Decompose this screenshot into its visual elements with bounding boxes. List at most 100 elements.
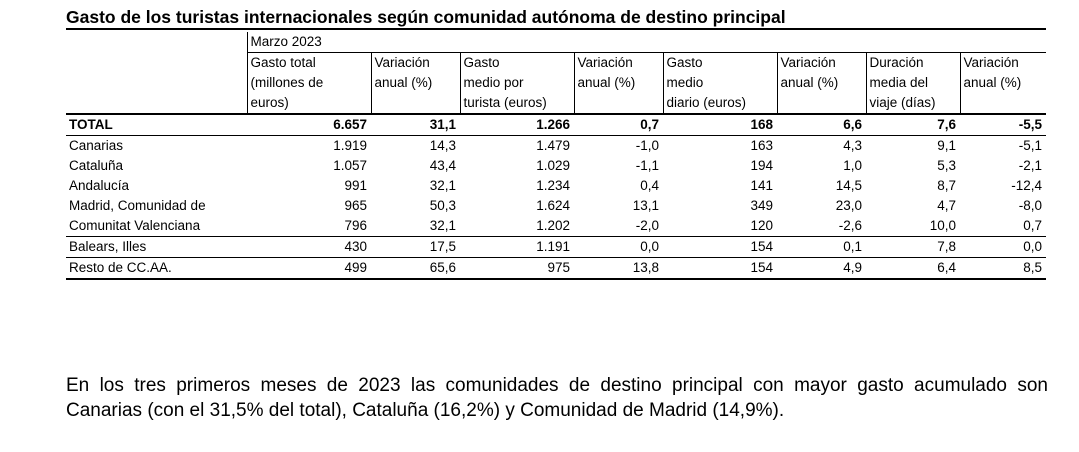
cell-gasto-medio-turista: 975 bbox=[460, 257, 574, 280]
cell-variacion: 31,1 bbox=[371, 114, 460, 136]
cell-variacion: -5,1 bbox=[1018, 138, 1043, 153]
cell-variacion: -2,0 bbox=[574, 216, 663, 237]
cell-variacion: 65,6 bbox=[371, 257, 460, 280]
header-variacion-4: Variación bbox=[959, 52, 1047, 73]
cell-gasto-medio-diario: 163 bbox=[750, 138, 773, 153]
cell-variacion: 50,3 bbox=[429, 198, 456, 213]
period-row: Marzo 2023 bbox=[66, 32, 1047, 53]
header-row-2: (millones de anual (%) medio por anual (… bbox=[66, 73, 1047, 93]
header-gasto-medio-turista: turista (euros) bbox=[459, 93, 574, 115]
header-gasto-medio-turista: medio por bbox=[459, 73, 574, 93]
header-gasto-total: (millones de bbox=[246, 73, 371, 93]
row-label: Comunitat Valenciana bbox=[66, 216, 247, 237]
header-variacion-1 bbox=[370, 93, 460, 115]
cell-variacion: 8,5 bbox=[960, 257, 1047, 280]
cell-variacion: 32,1 bbox=[371, 216, 460, 237]
cell-gasto-medio-diario: 168 bbox=[663, 114, 777, 136]
cell-variacion: 0,4 bbox=[640, 178, 659, 193]
cell-gasto-total: 6.657 bbox=[247, 114, 371, 136]
cell-variacion: 32,1 bbox=[429, 178, 456, 193]
cell-variacion: 13,1 bbox=[632, 198, 659, 213]
cell-variacion: 0,0 bbox=[574, 236, 663, 258]
cell-duracion: 4,7 bbox=[937, 198, 956, 213]
header-gasto-medio-diario: diario (euros) bbox=[662, 93, 777, 115]
table-row-total: TOTAL 6.657 31,1 1.266 0,7 168 6,6 7,6 -… bbox=[66, 113, 1047, 136]
cell-duracion: 6,4 bbox=[866, 257, 960, 280]
cell-variacion: 0,7 bbox=[574, 114, 663, 136]
cell-variacion: 1,0 bbox=[843, 158, 862, 173]
cell-duracion: 7,6 bbox=[866, 114, 960, 136]
header-gasto-medio-diario: Gasto bbox=[662, 52, 777, 73]
row-label: Resto de CC.AA. bbox=[66, 257, 247, 280]
cell-gasto-total: 965 bbox=[344, 198, 367, 213]
cell-variacion: -2,1 bbox=[1018, 158, 1043, 173]
cell-duracion: 9,1 bbox=[937, 138, 956, 153]
cell-gasto-medio-diario: 120 bbox=[663, 216, 777, 237]
cell-gasto-total: 430 bbox=[247, 236, 371, 258]
header-variacion-2 bbox=[573, 93, 663, 115]
cell-gasto-medio-turista: 1.479 bbox=[536, 138, 570, 153]
cell-variacion: -2,6 bbox=[777, 216, 866, 237]
cell-variacion: 0,0 bbox=[960, 236, 1047, 258]
header-variacion-2: Variación bbox=[573, 52, 663, 73]
header-gasto-total: euros) bbox=[246, 93, 371, 115]
header-gasto-medio-turista: Gasto bbox=[459, 52, 574, 73]
cell-variacion: 43,4 bbox=[429, 158, 456, 173]
table-row: Canarias 1.919 14,3 1.479 -1,0 163 4,3 9… bbox=[66, 136, 1046, 157]
cell-variacion: 13,8 bbox=[574, 257, 663, 280]
cell-gasto-total: 796 bbox=[247, 216, 371, 237]
cell-variacion: -5,5 bbox=[960, 114, 1047, 136]
cell-variacion: 4,9 bbox=[777, 257, 866, 280]
cell-variacion: 4,3 bbox=[843, 138, 862, 153]
header-gasto-medio-diario: medio bbox=[662, 73, 777, 93]
cell-gasto-medio-turista: 1.029 bbox=[536, 158, 570, 173]
row-label: TOTAL bbox=[66, 113, 247, 136]
table-row: Balears, Illes 430 17,5 1.191 0,0 154 0,… bbox=[66, 236, 1047, 258]
header-variacion-4 bbox=[959, 93, 1047, 115]
cell-variacion: -1,1 bbox=[635, 158, 659, 173]
row-label: Balears, Illes bbox=[66, 236, 247, 258]
header-duracion: Duración bbox=[865, 52, 960, 73]
cell-gasto-medio-diario: 154 bbox=[663, 257, 777, 280]
header-duracion: viaje (días) bbox=[865, 93, 960, 115]
tourist-spending-table: Marzo 2023 Gasto total Variación Gasto V… bbox=[66, 32, 1047, 280]
cell-gasto-total: 499 bbox=[247, 257, 371, 280]
cell-gasto-medio-turista: 1.202 bbox=[460, 216, 574, 237]
cell-variacion: 0,1 bbox=[777, 236, 866, 258]
header-variacion-3: Variación bbox=[776, 52, 866, 73]
period-label: Marzo 2023 bbox=[246, 32, 1047, 53]
row-label: Canarias bbox=[69, 138, 124, 153]
table-row: Andalucía 991 32,1 1.234 0,4 141 14,5 8,… bbox=[66, 176, 1046, 196]
cell-variacion: 17,5 bbox=[371, 236, 460, 258]
table-row: Comunitat Valenciana 796 32,1 1.202 -2,0… bbox=[66, 216, 1047, 237]
cell-variacion: 23,0 bbox=[835, 198, 862, 213]
cell-variacion: 0,7 bbox=[960, 216, 1047, 237]
cell-duracion: 8,7 bbox=[937, 178, 956, 193]
cell-gasto-medio-turista: 1.234 bbox=[536, 178, 570, 193]
table-row: Cataluña 1.057 43,4 1.029 -1,1 194 1,0 5… bbox=[66, 156, 1046, 176]
cell-gasto-total: 1.057 bbox=[333, 158, 367, 173]
cell-gasto-total: 1.919 bbox=[333, 138, 367, 153]
cell-gasto-medio-diario: 349 bbox=[750, 198, 773, 213]
cell-gasto-medio-diario: 154 bbox=[663, 236, 777, 258]
row-label: Madrid, Comunidad de bbox=[69, 198, 206, 213]
cell-gasto-medio-turista: 1.624 bbox=[536, 198, 570, 213]
header-variacion-1: Variación bbox=[370, 52, 460, 73]
table-row: Resto de CC.AA. 499 65,6 975 13,8 154 4,… bbox=[66, 257, 1047, 280]
cell-variacion: 6,6 bbox=[777, 114, 866, 136]
cell-variacion: 14,3 bbox=[429, 138, 456, 153]
header-variacion-1: anual (%) bbox=[370, 73, 460, 93]
summary-paragraph: En los tres primeros meses de 2023 las c… bbox=[66, 375, 1048, 421]
row-label: Andalucía bbox=[69, 178, 130, 193]
header-variacion-4: anual (%) bbox=[959, 73, 1047, 93]
header-row-3: euros) turista (euros) diario (euros) vi… bbox=[66, 93, 1047, 115]
cell-variacion: -1,0 bbox=[635, 138, 659, 153]
cell-duracion: 5,3 bbox=[937, 158, 956, 173]
header-variacion-2: anual (%) bbox=[573, 73, 663, 93]
header-variacion-3: anual (%) bbox=[776, 73, 866, 93]
cell-gasto-medio-diario: 194 bbox=[750, 158, 773, 173]
header-duracion: media del bbox=[865, 73, 960, 93]
cell-variacion: 14,5 bbox=[835, 178, 862, 193]
header-row-1: Gasto total Variación Gasto Variación Ga… bbox=[66, 52, 1047, 73]
cell-gasto-medio-turista: 1.191 bbox=[460, 236, 574, 258]
